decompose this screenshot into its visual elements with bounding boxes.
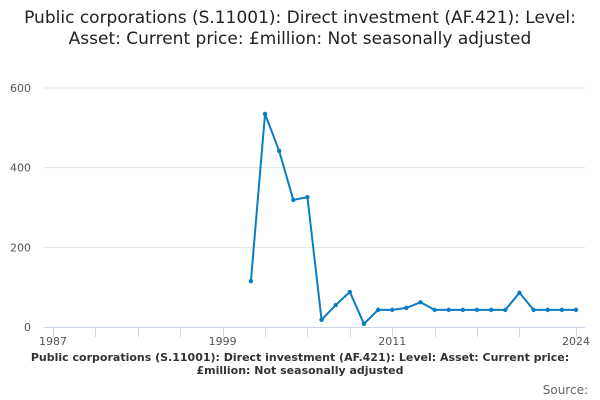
y-tick-label: 400 bbox=[10, 162, 31, 175]
data-point bbox=[248, 278, 254, 284]
data-point bbox=[305, 194, 310, 200]
y-tick-label: 600 bbox=[10, 82, 31, 95]
data-point bbox=[291, 197, 296, 203]
data-point bbox=[531, 307, 536, 313]
chart-footer-title: Public corporations (S.11001): Direct in… bbox=[30, 351, 570, 377]
data-point bbox=[404, 305, 409, 311]
data-point bbox=[319, 317, 324, 323]
data-point bbox=[573, 307, 579, 313]
data-point bbox=[460, 307, 466, 313]
data-point bbox=[347, 289, 353, 295]
data-point bbox=[503, 307, 508, 313]
data-point bbox=[262, 111, 268, 117]
x-tick-label: 1987 bbox=[39, 335, 67, 348]
data-point bbox=[390, 307, 395, 313]
y-tick-label: 200 bbox=[10, 241, 31, 254]
data-point bbox=[559, 307, 565, 313]
data-point bbox=[545, 307, 550, 313]
x-tick-label: 2024 bbox=[562, 335, 590, 348]
data-point bbox=[432, 307, 437, 313]
data-point bbox=[474, 307, 480, 313]
data-point bbox=[517, 290, 522, 295]
data-point bbox=[488, 307, 494, 313]
data-point bbox=[418, 300, 423, 305]
series-line bbox=[249, 112, 576, 325]
data-point bbox=[361, 321, 367, 327]
data-point bbox=[276, 148, 282, 154]
chart-title: Public corporations (S.11001): Direct in… bbox=[24, 8, 576, 49]
data-point bbox=[446, 307, 451, 313]
data-point bbox=[333, 302, 338, 308]
source-label: Source: bbox=[542, 383, 588, 397]
y-tick-label: 0 bbox=[24, 321, 31, 334]
x-tick-label: 1999 bbox=[209, 335, 237, 348]
x-tick-label: 2011 bbox=[378, 335, 406, 348]
data-point bbox=[375, 307, 381, 313]
